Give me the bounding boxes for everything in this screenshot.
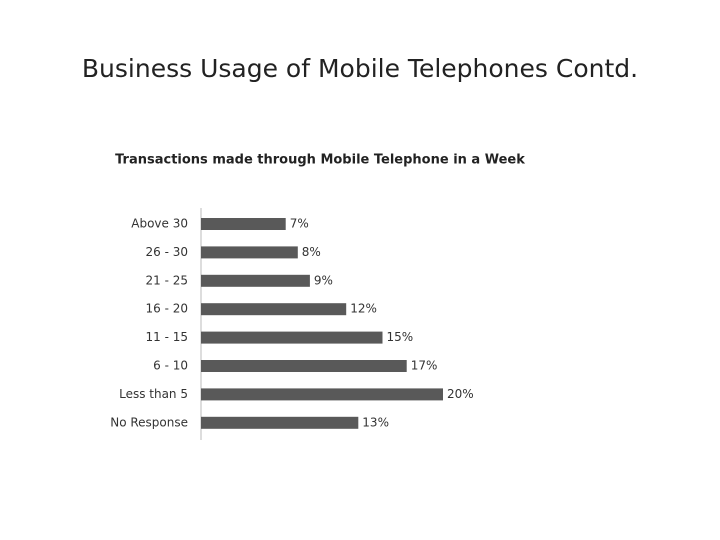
category-label: 6 - 10	[153, 359, 188, 373]
chart-title: Transactions made through Mobile Telepho…	[115, 153, 525, 168]
bar	[201, 274, 310, 287]
category-label: No Response	[110, 415, 188, 429]
bar	[201, 218, 286, 230]
bar	[201, 331, 383, 344]
category-label: Above 30	[131, 217, 188, 231]
value-label: 8%	[302, 245, 321, 259]
value-label: 7%	[290, 217, 309, 231]
value-label: 9%	[314, 273, 333, 287]
value-label: 12%	[350, 302, 377, 316]
bar	[201, 303, 347, 316]
category-label: 26 - 30	[146, 245, 189, 259]
value-label: 20%	[447, 387, 474, 401]
slide-title: Business Usage of Mobile Telephones Cont…	[82, 54, 638, 83]
category-label: 21 - 25	[146, 273, 189, 287]
value-label: 15%	[387, 330, 414, 344]
category-label: 11 - 15	[146, 330, 189, 344]
bar	[201, 388, 443, 401]
bar	[201, 246, 298, 259]
bar	[201, 360, 407, 372]
value-label: 17%	[411, 359, 438, 373]
value-label: 13%	[362, 415, 389, 429]
bar	[201, 416, 359, 429]
category-label: Less than 5	[119, 387, 188, 401]
category-label: 16 - 20	[146, 302, 189, 316]
